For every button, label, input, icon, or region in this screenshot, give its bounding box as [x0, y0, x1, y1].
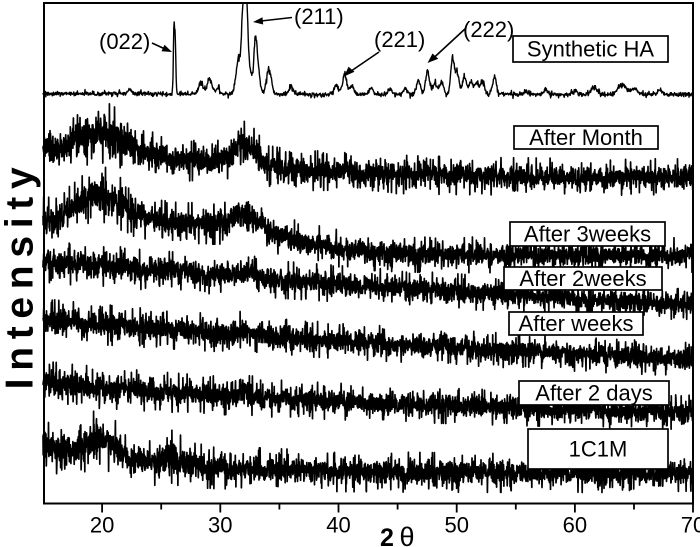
svg-text:After 3weeks: After 3weeks [524, 222, 651, 247]
svg-text:30: 30 [208, 513, 232, 538]
svg-text:(222): (222) [463, 17, 514, 42]
svg-text:Intensity: Intensity [0, 160, 42, 390]
svg-text:2: 2 [380, 524, 394, 547]
svg-text:After weeks: After weeks [519, 311, 634, 336]
svg-text:(211): (211) [294, 4, 344, 29]
svg-text:After 2weeks: After 2weeks [519, 266, 646, 291]
svg-text:(022): (022) [99, 29, 150, 54]
svg-text:50: 50 [444, 513, 468, 538]
svg-text:Synthetic HA: Synthetic HA [527, 37, 654, 62]
svg-text:70: 70 [681, 513, 700, 538]
svg-text:60: 60 [563, 513, 587, 538]
svg-text:20: 20 [90, 513, 114, 538]
svg-text:1C1M: 1C1M [569, 437, 628, 462]
svg-text:θ: θ [399, 522, 414, 547]
svg-text:(221): (221) [374, 27, 425, 52]
svg-text:40: 40 [326, 513, 350, 538]
svg-text:After 2 days: After 2 days [535, 381, 652, 406]
svg-text:After Month: After Month [529, 125, 643, 150]
